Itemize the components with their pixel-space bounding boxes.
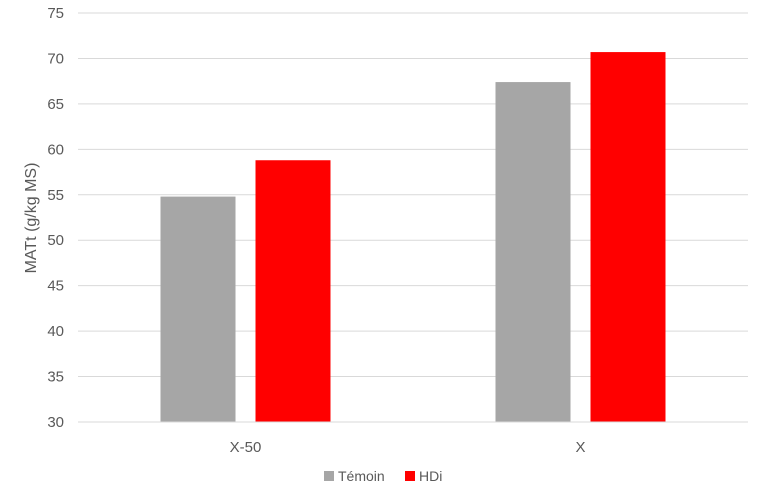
y-axis-ticks: 30 35 40 45 50 55 60 65 70 75	[47, 5, 64, 431]
bar-hdi-0	[255, 160, 331, 423]
y-axis-label: MATt (g/kg MS)	[23, 163, 40, 274]
x-tick-label: X-50	[230, 439, 262, 456]
bar-temoin-1	[495, 82, 571, 422]
x-axis-ticks: X-50 X	[230, 439, 586, 456]
bar-hdi-1	[590, 52, 666, 423]
bars	[160, 52, 666, 423]
y-tick-label: 50	[47, 232, 64, 249]
y-tick-label: 75	[47, 5, 64, 22]
y-tick-label: 65	[47, 96, 64, 113]
y-tick-label: 30	[47, 414, 64, 431]
y-tick-label: 70	[47, 50, 64, 67]
legend: Témoin HDi	[324, 468, 442, 484]
legend-swatch	[324, 471, 334, 481]
legend-swatch	[405, 471, 415, 481]
x-tick-label: X	[575, 439, 585, 456]
y-tick-label: 35	[47, 369, 64, 386]
bar-temoin-0	[160, 196, 236, 422]
y-tick-label: 60	[47, 141, 64, 158]
y-tick-label: 55	[47, 187, 64, 204]
legend-label: Témoin	[338, 468, 385, 484]
y-tick-label: 45	[47, 278, 64, 295]
y-tick-label: 40	[47, 323, 64, 340]
legend-label: HDi	[419, 468, 442, 484]
